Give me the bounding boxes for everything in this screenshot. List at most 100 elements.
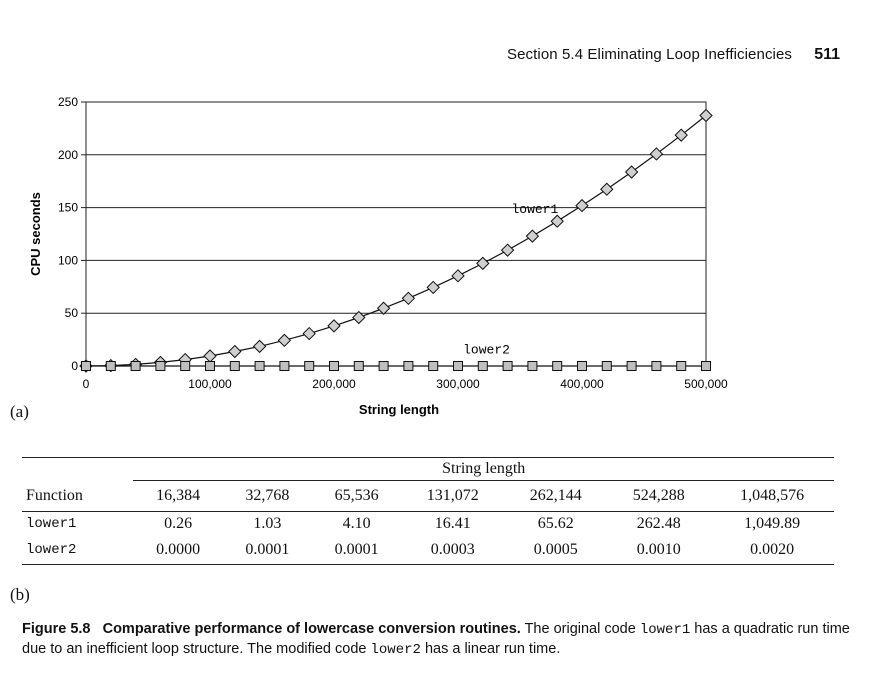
table-row: lower1 0.26 1.03 4.10 16.41 65.62 262.48… [22, 512, 834, 537]
col-header: 32,768 [222, 480, 312, 512]
table-cell: 0.0020 [710, 536, 834, 565]
caption-code: lower2 [370, 642, 421, 658]
series-label-lower1: lower1 [511, 202, 558, 217]
data-point-lower1 [674, 128, 688, 142]
series-label-lower2: lower2 [463, 342, 510, 357]
data-point-lower1 [600, 182, 614, 196]
data-point-lower1 [451, 269, 465, 283]
panel-label-b: (b) [10, 585, 30, 604]
data-point-lower1 [649, 147, 664, 161]
x-tick-label: 100,000 [188, 377, 232, 391]
data-point-lower1 [699, 108, 713, 123]
data-point-lower2 [155, 361, 166, 371]
data-point-lower2 [81, 361, 91, 371]
data-point-lower2 [329, 361, 339, 371]
col-header: 65,536 [311, 480, 402, 512]
y-tick-label: 250 [58, 95, 78, 109]
data-point-lower2 [502, 361, 513, 371]
table-cell: 1.03 [253, 515, 282, 532]
data-point-lower1 [624, 165, 639, 179]
col-header: 262,144 [504, 480, 608, 512]
timing-table: String length Function 16,384 32,768 65,… [22, 457, 834, 565]
table-header-row: Function 16,384 32,768 65,536 131,072 26… [22, 480, 834, 512]
y-axis-label: CPU seconds [28, 192, 43, 276]
data-point-lower1 [352, 310, 366, 325]
table-cell: 0.0003 [401, 536, 505, 565]
plot-area [85, 101, 707, 367]
y-tick-label: 150 [58, 201, 78, 215]
caption-label: Figure 5.8 [22, 621, 91, 637]
caption-text: The original code [520, 621, 640, 637]
table-cell: 65.62 [537, 515, 574, 532]
y-tick-label: 200 [58, 148, 78, 162]
caption-code: lower1 [639, 622, 691, 638]
table-cell: 0.0001 [222, 536, 312, 565]
col-header: 1,048,576 [710, 480, 834, 512]
data-point-lower1 [277, 333, 292, 348]
data-point-lower2 [577, 361, 587, 371]
data-point-lower1 [550, 214, 564, 228]
col-header: 16,384 [133, 480, 223, 512]
data-point-lower1 [302, 326, 316, 341]
table-cell: 0.0010 [607, 536, 711, 565]
y-tick-label: 50 [65, 306, 79, 320]
data-point-lower1 [228, 344, 242, 359]
data-point-lower1 [476, 256, 490, 271]
table-cell: 1,049.89 [744, 515, 801, 532]
x-tick-label: 200,000 [312, 377, 356, 391]
col-header: 131,072 [401, 480, 505, 512]
table-corner [22, 457, 134, 481]
data-point-lower2 [527, 361, 538, 371]
table-span-row: String length [22, 457, 834, 481]
x-tick-label: 0 [83, 377, 90, 391]
data-point-lower1 [525, 229, 540, 243]
data-point-lower2 [130, 361, 141, 371]
section-title: Section 5.4 Eliminating Loop Inefficienc… [506, 46, 793, 63]
data-point-lower2 [601, 361, 612, 371]
data-point-lower1 [401, 291, 416, 306]
panel-label-a: (a) [10, 402, 29, 421]
data-point-lower2 [701, 361, 711, 371]
col-header: 524,288 [607, 480, 711, 512]
y-tick-label: 100 [58, 253, 78, 267]
caption-title: Comparative performance of lowercase con… [102, 621, 521, 637]
table-cell: 0.0001 [311, 536, 402, 565]
data-point-lower2 [105, 361, 116, 371]
table-cell: 16.41 [434, 515, 471, 532]
caption-text: has a quadratic run time due to an ineff… [22, 621, 850, 657]
data-point-lower2 [378, 361, 389, 371]
page-number: 511 [814, 46, 840, 63]
x-tick-label: 400,000 [560, 377, 604, 391]
table-cell: 0.26 [164, 515, 193, 532]
data-point-lower2 [180, 361, 191, 371]
table-cell: 0.0000 [133, 536, 223, 565]
data-point-lower2 [626, 361, 637, 371]
data-point-lower2 [254, 361, 265, 371]
data-point-lower1 [426, 280, 440, 295]
data-point-lower2 [205, 361, 215, 371]
data-point-lower2 [403, 361, 414, 371]
x-axis-label: String length [359, 402, 439, 417]
cpu-time-chart: 0 50 100 150 200 250 0 100,000 200,000 300,000 400… [28, 95, 728, 417]
table-cell: 0.0005 [504, 536, 608, 565]
data-point-lower1 [252, 339, 267, 354]
data-point-lower2 [353, 361, 364, 371]
data-point-lower2 [453, 361, 463, 371]
y-tick-label: 0 [71, 359, 78, 373]
figure-caption: Figure 5.8 Comparative performance of lo… [22, 620, 852, 660]
data-point-lower2 [279, 361, 290, 371]
running-header: Section 5.4 Eliminating Loop Inefficienc… [507, 46, 840, 64]
data-point-lower2 [428, 361, 439, 371]
table-cell: 4.10 [342, 515, 371, 532]
data-point-lower2 [552, 361, 563, 371]
col-header: Function [22, 480, 134, 512]
span-header: String length [133, 457, 834, 481]
table-cell: lower2 [22, 536, 134, 565]
data-point-lower2 [651, 361, 662, 371]
data-point-lower2 [477, 361, 488, 371]
table-row: lower2 0.0000 0.0001 0.0001 0.0003 0.000… [22, 536, 834, 565]
data-point-lower2 [229, 361, 240, 371]
table-cell: 262.48 [636, 515, 681, 532]
data-point-lower1 [376, 301, 391, 315]
table-cell: lower1 [26, 516, 77, 532]
